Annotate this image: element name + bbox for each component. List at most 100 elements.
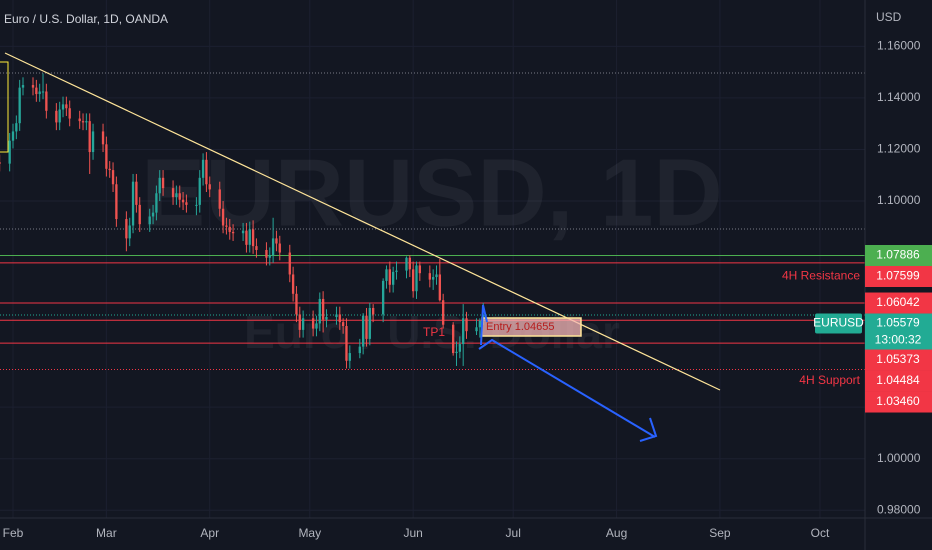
candle-body [195, 204, 198, 206]
candle-body [462, 318, 465, 345]
candle-body [171, 188, 175, 198]
candle-body [458, 344, 462, 352]
candle-body [295, 293, 298, 315]
y-tick-label: 0.98000 [877, 502, 921, 516]
y-tick-label: 1.14000 [877, 90, 921, 104]
candle-body [201, 159, 205, 178]
candle-body [438, 274, 442, 301]
candle-body [78, 118, 81, 122]
candle-body [345, 326, 348, 361]
candle-body [361, 315, 365, 347]
price-label-bg [865, 349, 932, 371]
candle-body [381, 280, 385, 315]
candle-body [418, 265, 421, 274]
trend-line [4, 52, 721, 391]
candle-body [405, 257, 408, 271]
candle-body [268, 255, 271, 258]
y-axis-label: USD [876, 10, 902, 24]
level-text: 4H Resistance [782, 269, 860, 283]
candle-body [178, 193, 181, 200]
x-tick-label: Apr [200, 526, 219, 540]
candle-body [131, 181, 135, 226]
arrow-head [639, 417, 658, 442]
watermark: EURUSD, 1D [141, 139, 722, 246]
candle-body [391, 271, 395, 285]
candle-body [251, 229, 255, 247]
axis: 1.160001.140001.120001.100001.020001.000… [3, 39, 932, 540]
x-tick-label: Sep [709, 526, 731, 540]
candle-body [105, 144, 108, 169]
symbol-tag-bg [815, 313, 862, 334]
candles [0, 73, 485, 369]
candle-body [321, 298, 325, 320]
candle-body [368, 307, 371, 339]
candle-body [388, 269, 391, 285]
candle-body [155, 193, 158, 213]
candle-body [128, 225, 131, 239]
price-label-bg [865, 370, 932, 392]
price-label: 1.07599 [876, 269, 920, 283]
candle-body [415, 265, 418, 292]
candle-body [301, 318, 305, 330]
candle-body [18, 87, 21, 124]
candle-body [395, 270, 398, 272]
levels [0, 254, 865, 371]
candle-body [111, 170, 115, 185]
arrow-down [478, 338, 656, 438]
candle-body [208, 184, 211, 190]
x-tick-label: Feb [3, 526, 24, 540]
candle-body [198, 177, 201, 205]
candle-body [431, 277, 435, 280]
candle-body [278, 243, 281, 253]
current-price: 1.05579 [876, 316, 920, 330]
candle-body [15, 123, 18, 132]
candle-body [465, 318, 468, 332]
x-tick-label: May [298, 526, 321, 540]
candle-body [478, 320, 482, 328]
candle-body [315, 323, 318, 329]
candle-body [115, 184, 118, 220]
y-tick-label: 1.12000 [877, 142, 921, 156]
candle-body [31, 85, 35, 88]
price-label: 1.05373 [876, 352, 920, 366]
x-tick-label: Mar [96, 526, 117, 540]
candle-body [265, 249, 268, 258]
candle-body [348, 353, 351, 361]
candle-body [65, 104, 68, 109]
candle-body [241, 230, 245, 234]
candle-body [275, 238, 278, 244]
candle-body [428, 273, 431, 280]
candle-body [248, 229, 251, 245]
price-label-bg [865, 265, 932, 287]
candle-body [311, 318, 315, 329]
candle-body [161, 177, 165, 189]
candle-body [158, 177, 161, 194]
candle-body [218, 189, 221, 209]
candle-body [371, 307, 375, 315]
candle-body [245, 230, 248, 245]
candle-body [68, 108, 71, 119]
candle-body [475, 327, 478, 332]
candle-body [21, 85, 25, 88]
candle-body [318, 298, 321, 324]
candle-body [11, 131, 15, 141]
candle-body [61, 104, 65, 110]
candle-body [91, 131, 95, 153]
candle-body [338, 314, 341, 323]
x-tick-label: Aug [606, 526, 627, 540]
x-tick-label: Jun [403, 526, 422, 540]
candle-body [291, 274, 295, 294]
entry-label: Entry 1.04655 [486, 321, 555, 333]
price-label: 1.07886 [876, 248, 920, 262]
grid [0, 0, 865, 518]
candle-body [341, 322, 345, 327]
candle-body [255, 246, 258, 250]
candle-body [35, 87, 38, 95]
y-tick-label: 1.16000 [877, 39, 921, 53]
current-price-bg [865, 313, 932, 350]
y-tick-label: 1.00000 [877, 451, 921, 465]
candle-body [85, 121, 88, 123]
candle-body [411, 269, 415, 292]
candle-body [408, 257, 411, 270]
arrow-up [480, 304, 488, 346]
